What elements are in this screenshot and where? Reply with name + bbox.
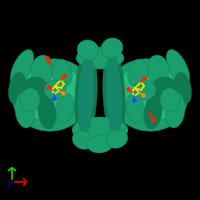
Ellipse shape — [126, 93, 144, 123]
Ellipse shape — [134, 80, 156, 100]
Ellipse shape — [165, 92, 185, 128]
Ellipse shape — [119, 62, 185, 120]
Ellipse shape — [128, 59, 148, 87]
Ellipse shape — [15, 62, 81, 120]
Ellipse shape — [160, 88, 180, 112]
Ellipse shape — [52, 59, 72, 87]
Ellipse shape — [103, 48, 125, 142]
Ellipse shape — [72, 131, 94, 149]
Ellipse shape — [144, 95, 162, 129]
Ellipse shape — [72, 117, 128, 143]
Ellipse shape — [75, 48, 97, 142]
Ellipse shape — [106, 130, 128, 148]
Ellipse shape — [38, 95, 56, 129]
Ellipse shape — [10, 49, 34, 87]
Ellipse shape — [174, 72, 192, 104]
Ellipse shape — [78, 55, 94, 135]
Ellipse shape — [166, 49, 190, 87]
Ellipse shape — [20, 88, 40, 112]
Ellipse shape — [44, 80, 66, 100]
Ellipse shape — [87, 135, 113, 153]
Ellipse shape — [76, 47, 124, 69]
Ellipse shape — [12, 59, 92, 131]
Ellipse shape — [147, 55, 169, 85]
Ellipse shape — [152, 77, 178, 99]
Ellipse shape — [77, 40, 99, 60]
Ellipse shape — [22, 77, 48, 99]
Ellipse shape — [101, 38, 123, 58]
Ellipse shape — [108, 59, 188, 131]
Ellipse shape — [31, 55, 53, 85]
Ellipse shape — [15, 92, 35, 128]
Ellipse shape — [56, 93, 74, 123]
Ellipse shape — [106, 55, 122, 135]
Ellipse shape — [8, 72, 26, 104]
